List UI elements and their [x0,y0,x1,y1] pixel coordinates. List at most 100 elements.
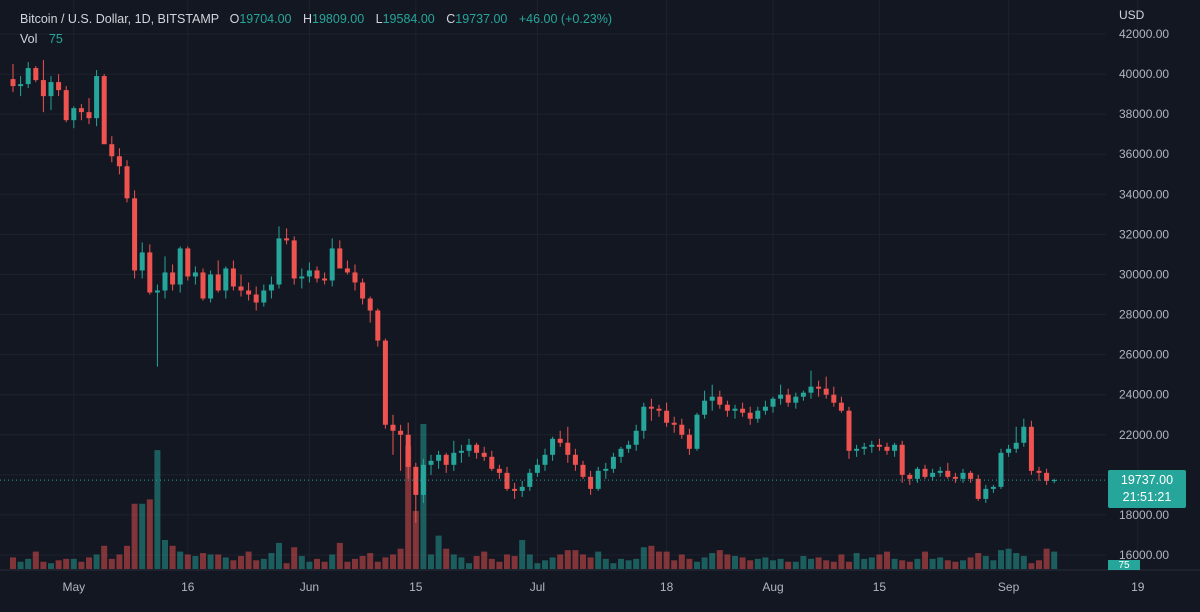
candle-body [223,268,229,291]
candle-body [10,79,16,87]
volume-bar [443,548,450,569]
volume-bar [473,555,480,569]
last-price-label: 19737.00 21:51:21 [1108,470,1186,508]
candle-body [732,408,738,411]
candle-body [740,408,746,413]
candle-body [952,476,958,479]
candle-body [854,448,860,451]
volume-bar [314,558,320,569]
price-tick-label: 38000.00 [1119,107,1169,121]
open-value: 19704.00 [239,12,292,26]
volume-bar [78,561,85,569]
volume-bar [861,558,868,569]
volume-bar [701,557,708,569]
candle-body [998,452,1004,487]
candle-body [633,430,639,445]
volume-bar [678,554,685,569]
candle-body [185,248,191,277]
currency-label[interactable]: USD [1119,8,1145,22]
candle-body [299,276,305,279]
volume-bar [207,554,214,569]
volume-bar [595,551,602,569]
candle-body [770,398,776,407]
price-tick-label: 34000.00 [1119,187,1169,201]
candle-body [215,274,221,291]
volume-bar [276,542,282,569]
candle-body [496,468,502,473]
candle-body [557,438,563,443]
symbol-title[interactable]: Bitcoin / U.S. Dollar, 1D, BITSTAMP [20,12,220,26]
candle-body [1028,426,1034,471]
volume-bar [770,560,776,569]
volume-bar [10,557,16,569]
volume-bar [268,553,275,569]
candle-body [907,474,913,479]
volume-bar [70,558,77,569]
last-price-value: 19737.00 [1120,473,1174,487]
candles [10,60,1057,523]
symbol-legend: Bitcoin / U.S. Dollar, 1D, BITSTAMP O197… [20,9,612,29]
volume-bar [131,503,138,569]
candle-body [603,468,609,471]
volume-bar [716,550,723,569]
candle-body [344,268,350,273]
volume-bar [975,553,982,569]
candle-body [778,394,784,399]
volume-bars [10,424,1058,569]
candle-body [329,248,335,281]
volume-bar [891,558,898,569]
candle-body [192,272,198,277]
volume-bar [25,558,32,569]
candle-body [458,450,464,453]
candle-body [937,470,943,473]
candle-body [664,410,670,423]
candle-body [717,396,723,405]
candle-body [261,290,267,303]
volume-bar [884,551,890,569]
candle-body [284,238,290,241]
volume-bar [336,542,343,569]
volume-bar [1005,548,1012,569]
candle-body [132,198,138,271]
volume-value: 75 [48,32,63,46]
volume-bar [374,561,381,569]
volume-bar [800,555,807,569]
candle-body [793,396,799,403]
time-tick-label: 15 [409,580,423,594]
volume-bar [222,557,229,569]
volume-bar [504,554,510,569]
candle-body [671,422,677,425]
volume-bar [63,558,70,569]
volume-bar [291,547,298,569]
volume-bar [412,511,419,569]
candle-body [694,414,700,449]
candle-body [101,76,107,145]
volume-bar [815,557,822,569]
time-tick-label: Aug [762,580,783,594]
candle-body [268,284,274,291]
time-tick-label: Jul [530,580,545,594]
volume-bar [709,553,716,569]
volume-bar [937,557,944,569]
volume-price-tag: 75 [1108,560,1140,570]
price-tick-label: 16000.00 [1119,548,1169,562]
candle-body [147,252,153,293]
volume-bar [587,557,594,569]
candle-body [709,396,715,401]
volume-bar [732,555,738,569]
volume-bar [200,553,206,569]
volume-legend[interactable]: Vol 75 [20,29,63,49]
candle-body [208,274,214,299]
volume-bar [488,558,495,569]
time-tick-label: 18 [660,580,674,594]
candle-body [1006,448,1012,453]
candle-body [960,472,966,479]
candle-body [306,270,312,277]
candle-body [930,472,936,477]
candle-body [914,468,920,479]
time-tick-label: May [62,580,85,594]
volume-bar [868,557,875,569]
volume-bar [1020,555,1027,569]
candle-body [565,442,571,455]
